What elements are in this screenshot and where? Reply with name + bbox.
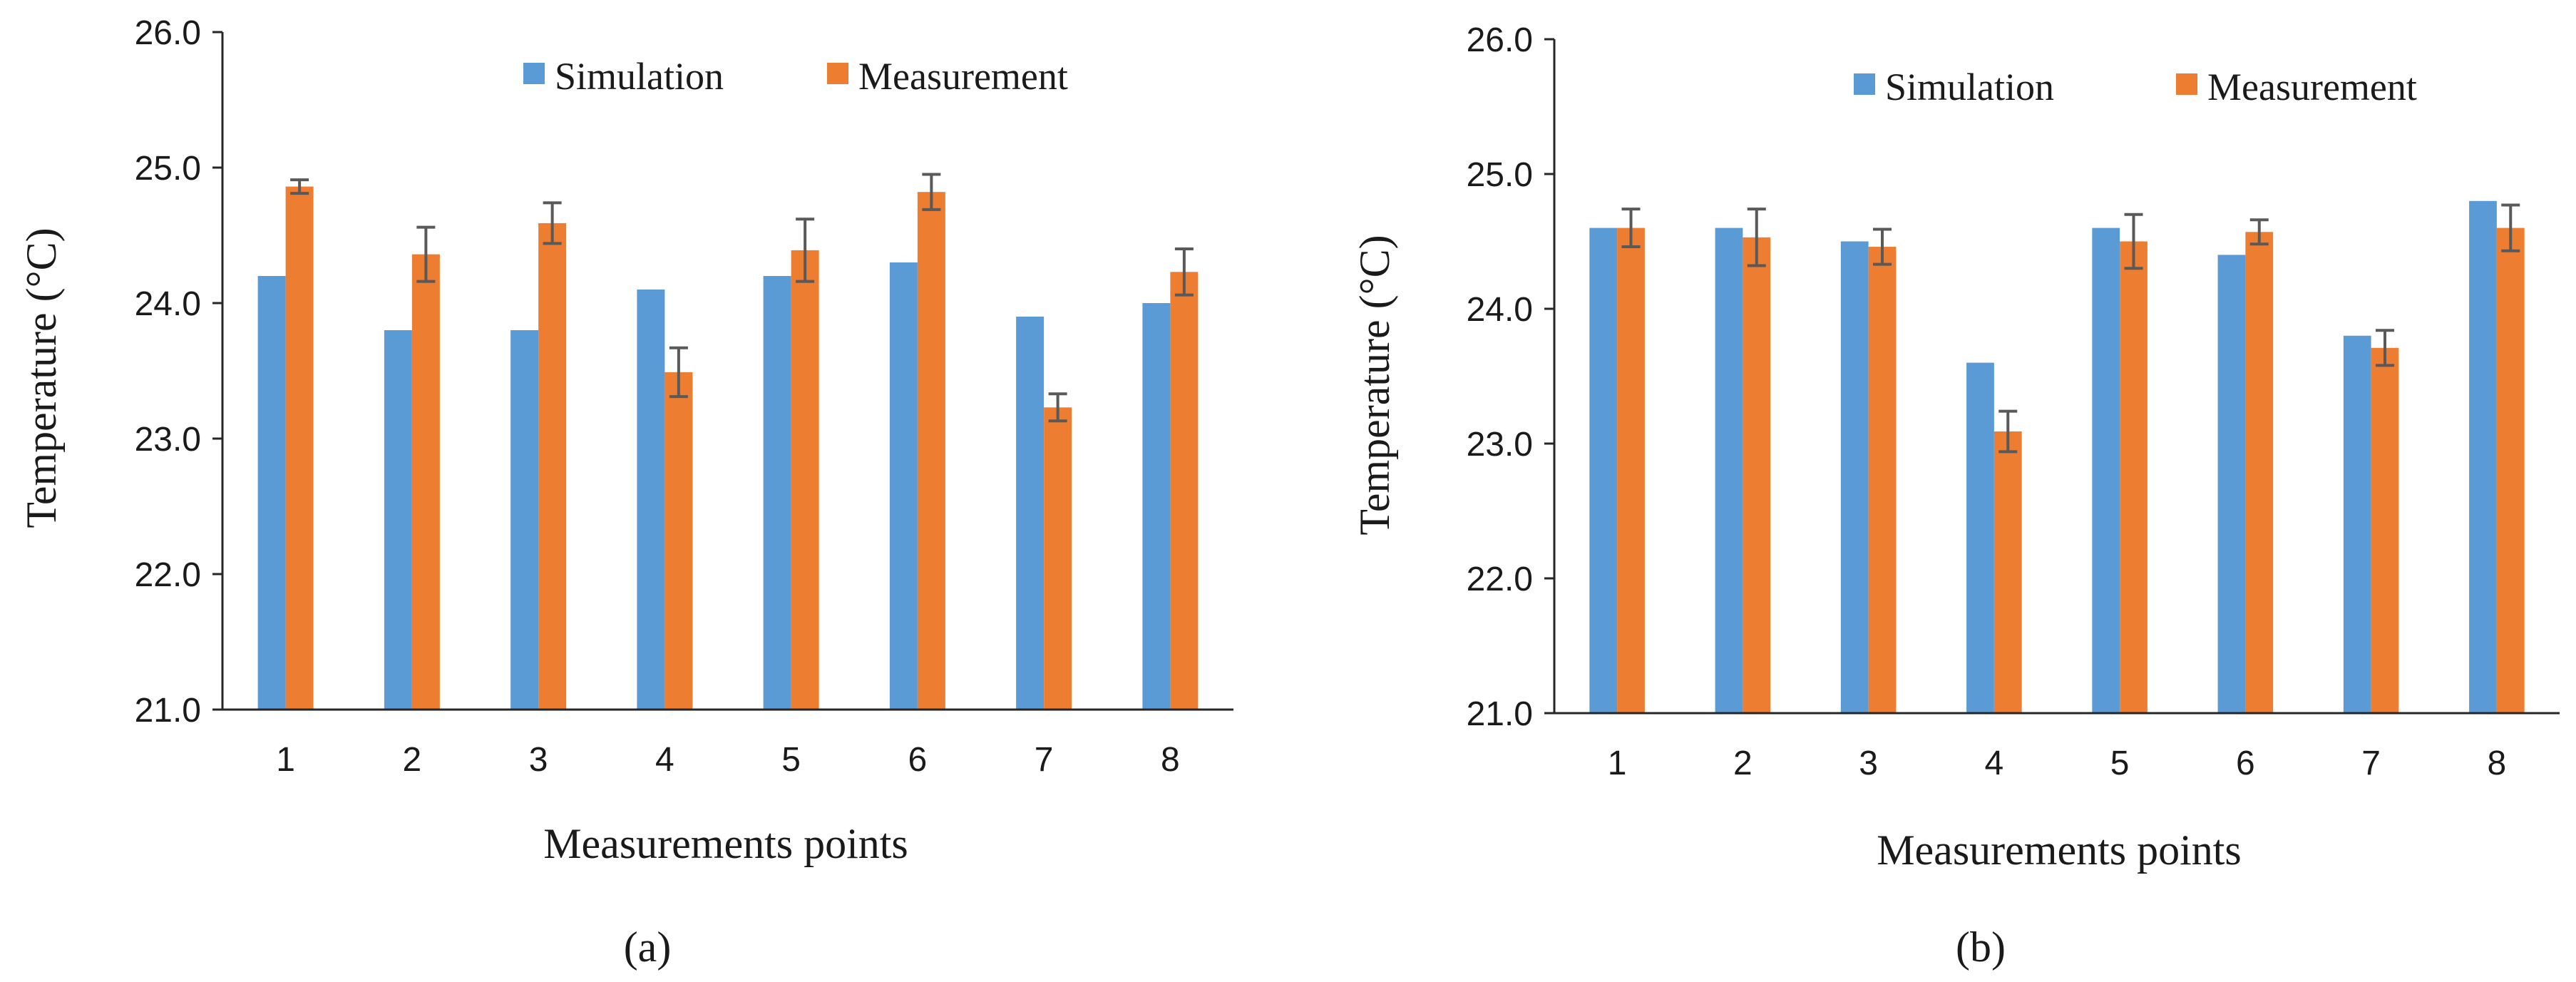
chart-a-bar-measurement-6 xyxy=(917,192,945,710)
chart-b-bar-simulation-5 xyxy=(2092,227,2120,714)
legend-b-measurement-swatch xyxy=(2176,73,2197,95)
chart-a-y-tick-label: 24.0 xyxy=(135,285,201,323)
chart-b-x-tick-label: 3 xyxy=(1859,745,1878,782)
chart-a-y-tick-label: 25.0 xyxy=(135,150,201,188)
chart-b-plot: 21.0 22.0 23.0 24.0 25.0 26.0 1 2 3 4 5 6 7 8 xyxy=(1467,21,2560,782)
chart-b-bar-simulation-3 xyxy=(1840,241,1869,713)
chart-b-bar-measurement-2 xyxy=(1743,237,1771,714)
legend-b-simulation-label: Simulation xyxy=(1885,66,2054,108)
chart-a-bar-simulation-8 xyxy=(1142,303,1171,710)
chart-a-bar-measurement-4 xyxy=(664,372,693,710)
chart-a-y-axis-title: Temperature (°C) xyxy=(18,227,65,528)
legend-b-measurement-label: Measurement xyxy=(2207,66,2417,108)
chart-b-bar-simulation-7 xyxy=(2343,335,2371,713)
chart-a-bar-simulation-4 xyxy=(637,290,665,710)
chart-b-x-tick-label: 7 xyxy=(2361,745,2381,782)
chart-a-x-tick-label: 7 xyxy=(1035,741,1054,779)
chart-a-bar-measurement-8 xyxy=(1170,272,1199,710)
chart-b-x-tick-label: 8 xyxy=(2488,745,2507,782)
legend-b-simulation-swatch xyxy=(1854,73,1875,95)
chart-a-bar-measurement-5 xyxy=(791,250,819,710)
chart-a: 21.0 22.0 23.0 24.0 25.0 26.0 1 2 3 4 5 6 7 8 Tempera… xyxy=(18,14,1233,971)
chart-b-bar-measurement-3 xyxy=(1868,247,1897,713)
chart-b-bar-measurement-1 xyxy=(1617,227,1645,714)
chart-b-bar-simulation-1 xyxy=(1589,227,1618,714)
chart-b-y-tick-label: 24.0 xyxy=(1467,291,1533,329)
chart-b-x-tick-label: 5 xyxy=(2110,745,2130,782)
chart-a-bar-measurement-2 xyxy=(411,254,440,710)
chart-b-bar-simulation-4 xyxy=(1966,362,1994,713)
chart-a-x-tick-label: 5 xyxy=(781,741,801,779)
legend-a-simulation-swatch xyxy=(523,63,545,84)
chart-a-bar-simulation-6 xyxy=(889,262,918,710)
chart-b-y-tick-label: 22.0 xyxy=(1467,561,1533,598)
chart-b-bar-simulation-6 xyxy=(2217,255,2246,713)
chart-b-x-tick-label: 4 xyxy=(1985,745,2004,782)
chart-b-y-tick-label: 21.0 xyxy=(1467,695,1533,733)
chart-b-x-tick-label: 6 xyxy=(2236,745,2255,782)
chart-b-x-tick-label: 2 xyxy=(1733,745,1753,782)
chart-a-x-tick-label: 1 xyxy=(276,741,295,779)
chart-a-y-tick-label: 23.0 xyxy=(135,421,201,459)
chart-a-bar-simulation-7 xyxy=(1016,317,1045,710)
chart-b-x-axis-title: Measurements points xyxy=(1877,827,2242,874)
legend-a-measurement-label: Measurement xyxy=(858,55,1068,98)
chart-b-bar-measurement-6 xyxy=(2245,232,2274,713)
legend-a-simulation-label: Simulation xyxy=(555,55,724,98)
chart-a-bar-measurement-3 xyxy=(538,223,567,710)
chart-a-x-tick-label: 8 xyxy=(1161,741,1180,779)
chart-a-plot: 21.0 22.0 23.0 24.0 25.0 26.0 1 2 3 4 5 6 7 8 xyxy=(135,14,1233,779)
chart-b-bar-measurement-4 xyxy=(1993,431,2022,713)
chart-a-x-tick-label: 2 xyxy=(403,741,422,779)
chart-b-y-tick-label: 25.0 xyxy=(1467,156,1533,194)
chart-b-y-tick-label: 26.0 xyxy=(1467,21,1533,59)
chart-b-x-tick-label: 1 xyxy=(1608,745,1627,782)
chart-b-panel-label: (b) xyxy=(1956,924,2006,971)
chart-a-bar-simulation-3 xyxy=(510,330,539,710)
chart-b: 21.0 22.0 23.0 24.0 25.0 26.0 1 2 3 4 5 6 7 8 Tempera… xyxy=(1351,21,2560,971)
legend-a-measurement-swatch xyxy=(827,63,848,84)
chart-b-bar-simulation-8 xyxy=(2469,200,2497,713)
chart-b-y-tick-label: 23.0 xyxy=(1467,426,1533,464)
chart-a-x-tick-label: 6 xyxy=(908,741,928,779)
chart-a-bar-simulation-1 xyxy=(257,276,286,710)
chart-a-y-tick-label: 26.0 xyxy=(135,14,201,52)
chart-a-bar-measurement-1 xyxy=(285,186,314,710)
chart-a-bar-simulation-5 xyxy=(763,276,791,710)
chart-b-bar-measurement-8 xyxy=(2496,227,2525,714)
chart-a-x-axis-title: Measurements points xyxy=(543,820,908,867)
chart-b-bar-measurement-5 xyxy=(2120,241,2147,713)
chart-a-y-tick-label: 22.0 xyxy=(135,556,201,594)
chart-b-y-axis-title: Temperature (°C) xyxy=(1351,235,1398,535)
chart-b-bar-measurement-7 xyxy=(2371,347,2399,713)
chart-b-bar-simulation-2 xyxy=(1715,227,1743,714)
chart-a-y-tick-label: 21.0 xyxy=(135,692,201,730)
chart-a-x-tick-label: 3 xyxy=(529,741,548,779)
chart-a-panel-label: (a) xyxy=(624,924,672,971)
chart-a-bar-simulation-2 xyxy=(384,330,412,710)
chart-a-bar-measurement-7 xyxy=(1044,407,1072,710)
chart-a-x-tick-label: 4 xyxy=(655,741,674,779)
